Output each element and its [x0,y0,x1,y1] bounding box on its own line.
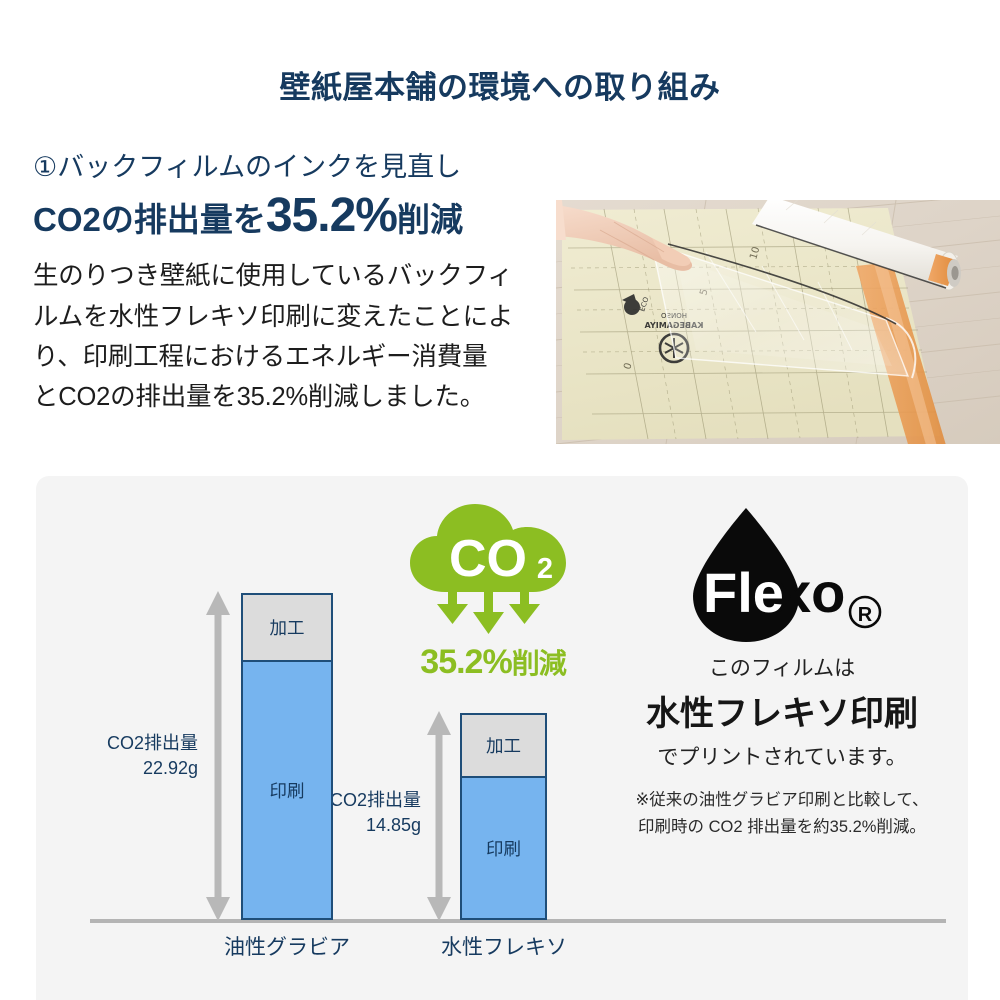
reduction-suffix: 削減 [511,648,567,679]
svg-text:CO: CO [449,530,527,588]
axis-label-oil-gravure: 油性グラビア [224,936,350,959]
headline-prefix: CO2の排出量を [33,200,266,238]
bar-segment-printing: 印刷 [269,780,305,801]
intro-lead-line: ①バックフィルムのインクを見直し [33,152,462,182]
body-line: ルムを水性フレキソ印刷に変えたことによ [33,302,514,331]
flexo-caption-line3: でプリントされています。 [657,746,907,769]
measure-label-gravure: CO2排出量 22.92g [58,731,198,781]
svg-text:R: R [858,604,873,626]
svg-text:Fle: Fle [703,561,784,624]
reduction-value: 35.2% [420,643,512,681]
svg-text:xo: xo [780,561,845,624]
co2-reduction-badge: CO 2 35.2%削減 [388,498,598,682]
measure-label-value: 22.92g [142,757,198,778]
axis-label-water-flexo: 水性フレキソ [441,936,567,959]
reduction-percent-text: 35.2%削減 [388,642,598,682]
footnote-line: ※従来の油性グラビア印刷と比較して、 [635,791,929,809]
flexo-info-block: Fle xo R このフィルムは 水性フレキソ印刷 でプリントされています。 ※… [596,500,968,840]
measure-arrow-gravure [205,591,231,921]
wallpaper-roll-photo: 0 5 10 15 KABEGAMIYA HONSO ECO [556,200,1000,444]
body-line: 生のりつき壁紙に使用しているバックフィ [33,262,513,291]
co2-comparison-chart: CO2排出量 22.92g CO2排出量 14.85g 加工 印刷 加工 印刷 … [36,476,946,1000]
bar-segment-processing: 加工 [462,715,545,778]
co2-cloud-icon: CO 2 [410,504,566,634]
measure-label-caption: CO2排出量 [106,733,198,753]
wallpaper-roll-photo-illustration: 0 5 10 15 KABEGAMIYA HONSO ECO [556,200,1000,444]
bar-segment-printing: 印刷 [486,838,521,859]
intro-copy-column: ①バックフィルムのインクを見直し CO2の排出量を 35.2% 削減 生のりつき… [33,152,533,418]
intro-headline: CO2の排出量を 35.2% 削減 [33,188,533,242]
flexo-ink-drop-logo: Fle xo R [693,508,882,642]
measure-label-caption: CO2排出量 [329,790,421,810]
bar-water-flexo: 加工 印刷 [460,713,547,920]
intro-body-copy: 生のりつき壁紙に使用しているバックフィ ルムを水性フレキソ印刷に変えたことによ … [33,256,533,417]
svg-text:2: 2 [537,553,553,585]
svg-text:10: 10 [748,246,762,261]
bar-oil-gravure: 加工 印刷 [241,593,333,920]
footnote-line: 印刷時の CO2 排出量を約35.2%削減。 [638,817,926,836]
flexo-logo-wrapper: Fle xo R [596,500,968,650]
flexo-caption-line2: 水性フレキソ印刷 [646,695,918,733]
measure-arrow-flexo [426,711,452,921]
headline-suffix: 削減 [396,200,463,238]
comparison-card: CO2排出量 22.92g CO2排出量 14.85g 加工 印刷 加工 印刷 … [36,476,968,1000]
body-line: り、印刷工程におけるエネルギー消費量 [33,343,488,372]
bar-segment-processing: 加工 [243,595,331,662]
svg-text:0: 0 [622,362,634,371]
measure-label-flexo: CO2排出量 14.85g [281,788,421,838]
flexo-caption-line1: このフィルムは [708,657,856,680]
chart-baseline [90,919,946,923]
measure-label-value: 14.85g [365,814,421,835]
flexo-footnote: ※従来の油性グラビア印刷と比較して、 印刷時の CO2 排出量を約35.2%削減… [596,787,968,840]
headline-percent-value: 35.2% [265,188,398,242]
page-title: 壁紙屋本舗の環境への取り組み [279,70,721,105]
body-line: とCO2の排出量を35.2%削減しました。 [33,383,486,412]
